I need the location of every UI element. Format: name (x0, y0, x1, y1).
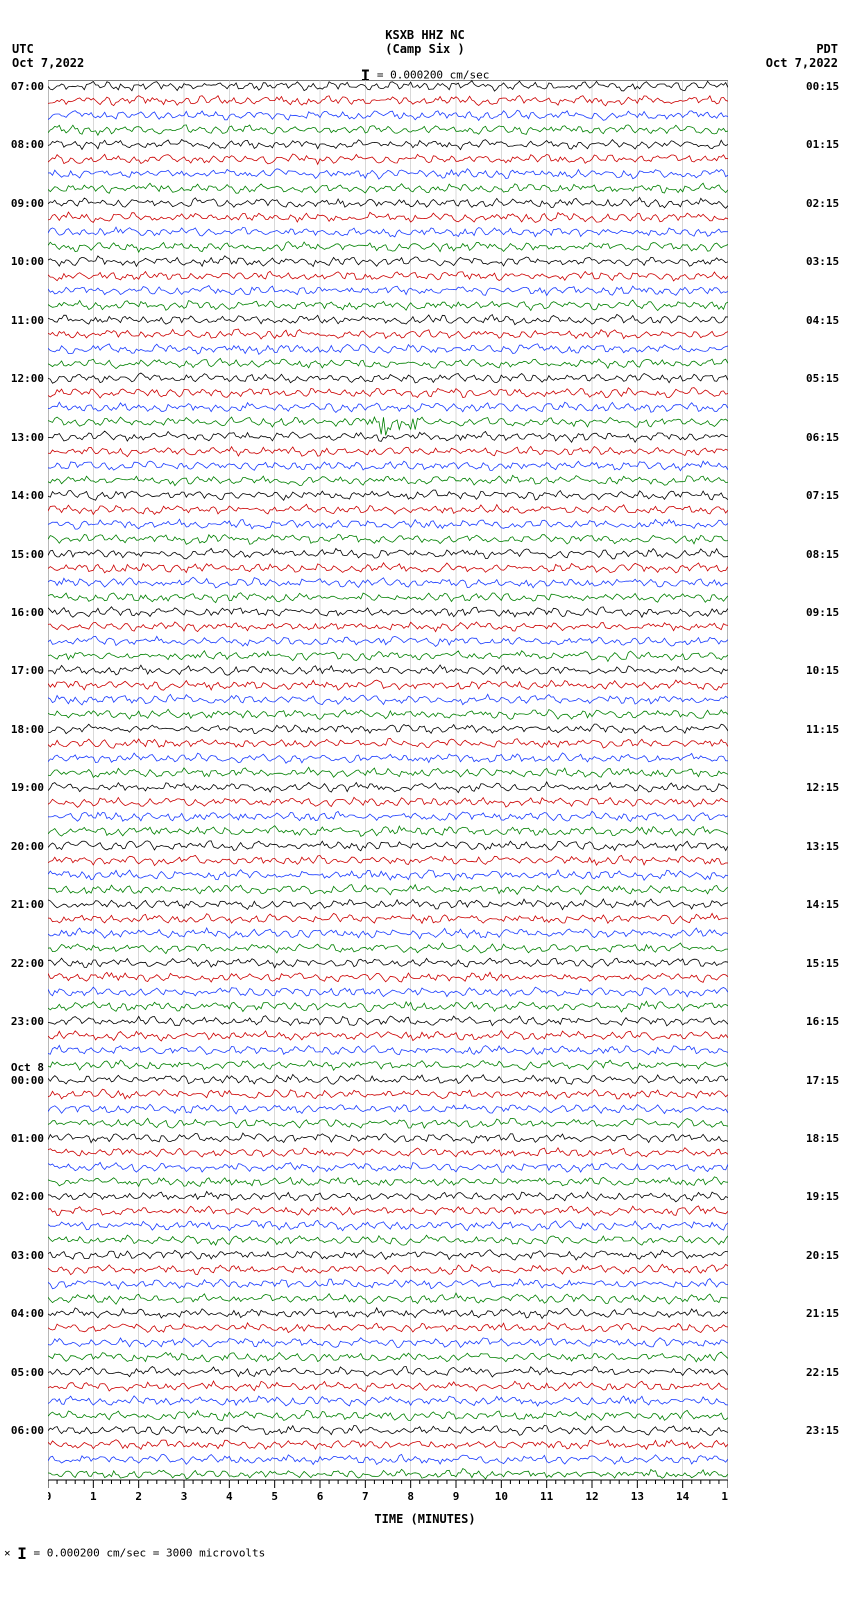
pdt-hour-label: 22:15 (806, 1367, 839, 1378)
utc-hour-label: 23:00 (11, 1016, 44, 1027)
chart-header: KSXB HHZ NC (Camp Six ) UTC Oct 7,2022 P… (0, 0, 850, 80)
utc-date: Oct 7,2022 (12, 56, 84, 70)
svg-text:8: 8 (407, 1490, 414, 1503)
utc-hour-label: 19:00 (11, 782, 44, 793)
footer-value: = 0.000200 cm/sec = 3000 microvolts (27, 1547, 265, 1560)
footer-prefix: × (4, 1547, 17, 1560)
utc-hour-label: 07:00 (11, 81, 44, 92)
pdt-time-labels: 00:15 01:15 02:15 03:15 04:15 05:15 06:15 07:15… (804, 80, 850, 1480)
utc-hour-label: 05:00 (11, 1367, 44, 1378)
pdt-hour-label: 17:15 (806, 1075, 839, 1086)
pdt-hour-label: 05:15 (806, 373, 839, 384)
utc-label: UTC (12, 42, 34, 56)
footer-scale-bar-icon: I (17, 1544, 27, 1563)
svg-text:11: 11 (540, 1490, 554, 1503)
pdt-hour-label: 10:15 (806, 665, 839, 676)
pdt-hour-label: 04:15 (806, 315, 839, 326)
utc-hour-label: 03:00 (11, 1250, 44, 1261)
utc-hour-label: 02:00 (11, 1191, 44, 1202)
pdt-hour-label: 03:15 (806, 256, 839, 267)
utc-hour-label: 10:00 (11, 256, 44, 267)
utc-hour-label: 17:00 (11, 665, 44, 676)
pdt-hour-label: 21:15 (806, 1308, 839, 1319)
utc-hour-label: 06:00 (11, 1425, 44, 1436)
utc-time-labels: 07:00 08:00 09:00 10:00 11:00 12:00 13:00 14:00… (0, 80, 46, 1480)
seismogram-plot (48, 80, 728, 1480)
utc-hour-label: 13:00 (11, 432, 44, 443)
svg-text:13: 13 (631, 1490, 644, 1503)
svg-text:7: 7 (362, 1490, 369, 1503)
pdt-hour-label: 16:15 (806, 1016, 839, 1027)
station-channel-title: KSXB HHZ NC (385, 28, 464, 42)
utc-hour-label: 09:00 (11, 198, 44, 209)
svg-text:2: 2 (135, 1490, 142, 1503)
svg-text:6: 6 (317, 1490, 324, 1503)
footer-scale: × I = 0.000200 cm/sec = 3000 microvolts (4, 1544, 850, 1563)
svg-text:1: 1 (90, 1490, 97, 1503)
svg-text:12: 12 (585, 1490, 598, 1503)
day-change-marker: Oct 8 (11, 1062, 44, 1073)
svg-text:15: 15 (721, 1490, 728, 1503)
pdt-hour-label: 13:15 (806, 841, 839, 852)
pdt-date: Oct 7,2022 (766, 56, 838, 70)
pdt-hour-label: 23:15 (806, 1425, 839, 1436)
pdt-hour-label: 18:15 (806, 1133, 839, 1144)
utc-hour-label: 22:00 (11, 958, 44, 969)
station-name-title: (Camp Six ) (385, 42, 464, 56)
utc-hour-label: 14:00 (11, 490, 44, 501)
utc-hour-label: 04:00 (11, 1308, 44, 1319)
utc-hour-label: 00:00 (11, 1075, 44, 1086)
pdt-hour-label: 06:15 (806, 432, 839, 443)
pdt-hour-label: 12:15 (806, 782, 839, 793)
svg-text:3: 3 (181, 1490, 188, 1503)
svg-text:5: 5 (271, 1490, 278, 1503)
seismogram-plot-container: 07:0008:0009:0010:0011:0012:0013:0014:00… (48, 80, 802, 1526)
pdt-hour-label: 07:15 (806, 490, 839, 501)
pdt-hour-label: 01:15 (806, 139, 839, 150)
pdt-hour-label: 15:15 (806, 958, 839, 969)
utc-hour-label: 12:00 (11, 373, 44, 384)
pdt-hour-label: 08:15 (806, 549, 839, 560)
utc-hour-label: 11:00 (11, 315, 44, 326)
svg-text:4: 4 (226, 1490, 233, 1503)
utc-hour-label: 15:00 (11, 549, 44, 560)
svg-text:9: 9 (453, 1490, 460, 1503)
utc-hour-label: 21:00 (11, 899, 44, 910)
xaxis-ticks: 0123456789101112131415 (48, 1480, 728, 1510)
pdt-hour-label: 02:15 (806, 198, 839, 209)
pdt-hour-label: 00:15 (806, 81, 839, 92)
utc-hour-label: 20:00 (11, 841, 44, 852)
pdt-hour-label: 11:15 (806, 724, 839, 735)
pdt-hour-label: 14:15 (806, 899, 839, 910)
pdt-label: PDT (816, 42, 838, 56)
utc-hour-label: 08:00 (11, 139, 44, 150)
xaxis-label: TIME (MINUTES) (48, 1512, 802, 1526)
utc-hour-label: 16:00 (11, 607, 44, 618)
pdt-hour-label: 19:15 (806, 1191, 839, 1202)
utc-hour-label: 01:00 (11, 1133, 44, 1144)
pdt-hour-label: 20:15 (806, 1250, 839, 1261)
svg-text:0: 0 (48, 1490, 51, 1503)
pdt-hour-label: 09:15 (806, 607, 839, 618)
svg-text:10: 10 (495, 1490, 508, 1503)
utc-hour-label: 18:00 (11, 724, 44, 735)
svg-text:14: 14 (676, 1490, 690, 1503)
